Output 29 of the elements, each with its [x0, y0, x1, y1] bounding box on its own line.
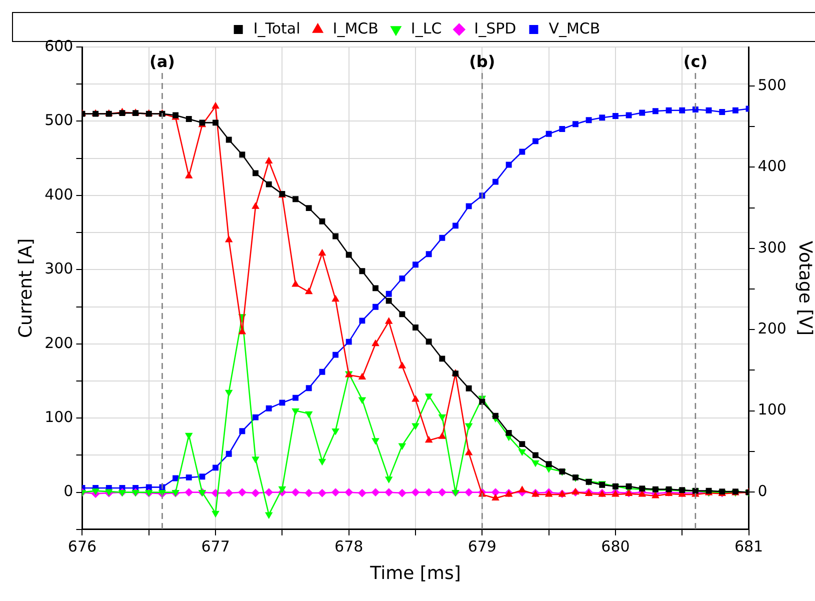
ref-line-label: (b)	[469, 52, 496, 72]
y2-tick-label: 100	[758, 400, 786, 419]
x-tick-label: 677	[201, 537, 230, 556]
y2-tick-label: 300	[758, 238, 786, 256]
legend-label: V_MCB	[548, 19, 600, 38]
ref-line-label: (c)	[683, 52, 708, 72]
y-tick-label: 200	[44, 334, 74, 352]
legend-label: I_LC	[410, 19, 442, 38]
y-tick-label: 0	[64, 482, 74, 500]
y-axis-title: Current [A]	[15, 238, 36, 338]
x-tick-label: 681	[734, 537, 764, 556]
y-tick-label: 500	[44, 111, 74, 130]
x-tick-label: 678	[334, 537, 364, 556]
ref-line-label: (a)	[150, 52, 175, 72]
legend-label: I_Total	[253, 19, 300, 38]
x-tick-label: 680	[601, 537, 630, 556]
y2-axis-title: Votage [V]	[794, 240, 815, 336]
x-axis-title: Time [ms]	[369, 562, 461, 584]
y2-tick-label: 500	[758, 76, 786, 94]
y2-tick-label: 200	[758, 320, 786, 338]
y-tick-label: 300	[44, 260, 74, 278]
y2-tick-label: 400	[758, 157, 786, 176]
y-tick-label: 400	[44, 185, 74, 204]
y2-tick-label: 0	[758, 482, 768, 500]
legend-label: I_MCB	[332, 19, 378, 38]
x-tick-label: 676	[68, 537, 97, 556]
y-tick-label: 100	[44, 408, 74, 426]
legend-label: I_SPD	[474, 19, 516, 38]
x-tick-label: 679	[468, 537, 496, 556]
